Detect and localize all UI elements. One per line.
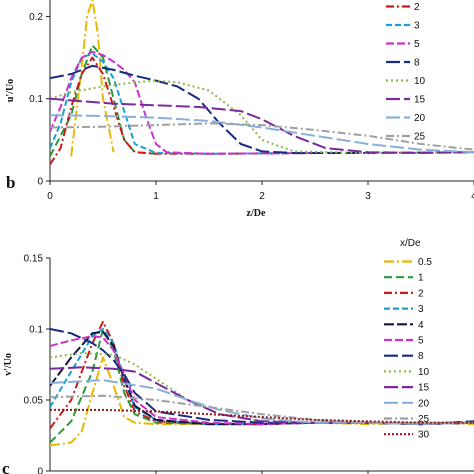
legend-label: 4 — [418, 320, 424, 331]
legend-label: 3 — [414, 21, 420, 32]
series-line-25 — [50, 122, 474, 151]
y-tick-label: 0.1 — [29, 325, 43, 336]
x-tick-label: 1 — [153, 191, 159, 202]
legend-label: 10 — [418, 367, 430, 378]
chart-panel-c: 0 0.05 0.1 0.15 v'/Uo c x/De 0.5 1 2 3 4 5 8 10 15 20 25 3… — [2, 238, 474, 474]
series-line-2 — [50, 320, 474, 429]
panel-label: b — [6, 173, 15, 192]
y-tick-label: 0.2 — [29, 12, 43, 23]
series-line-15 — [50, 366, 474, 426]
series-line-3 — [50, 52, 316, 155]
series-line-15 — [50, 97, 474, 154]
legend-label: 15 — [414, 95, 426, 106]
legend-label: 1 — [418, 273, 424, 284]
series-line-5 — [50, 50, 316, 155]
legend-label: 5 — [414, 39, 420, 50]
legend-label: 2 — [414, 2, 420, 13]
legend-label: 25 — [418, 414, 430, 425]
x-axis-label: z/De — [247, 208, 266, 219]
series-line-8 — [50, 64, 474, 154]
legend-label: 20 — [418, 398, 430, 409]
y-axis-label: u'/Uo — [5, 79, 16, 102]
x-tick-label: 2 — [259, 191, 265, 202]
legend-label: 0.5 — [418, 257, 432, 268]
legend-title: x/De — [400, 238, 421, 249]
y-axis-label: v'/Uo — [3, 353, 14, 376]
y-tick-label: 0 — [37, 177, 43, 188]
series-line-3 — [50, 328, 474, 426]
legend-label: 20 — [414, 113, 426, 124]
legend-label: 15 — [418, 383, 430, 394]
legend-label: 5 — [418, 336, 424, 347]
series-line-20 — [50, 114, 474, 154]
chart-panel-b: 0 0.1 0.2 0 1 2 3 4 z/De u'/Uo b 2 3 5 8 10 15 20 25 — [5, 0, 474, 219]
legend-label: 30 — [418, 430, 430, 441]
legend-label: 25 — [414, 132, 426, 143]
x-tick-label: 4 — [471, 191, 474, 202]
y-tick-label: 0.15 — [24, 254, 44, 265]
y-tick-label: 0.05 — [24, 396, 44, 407]
series-line-30 — [50, 408, 474, 424]
series-line-5 — [50, 335, 474, 426]
legend-label: 2 — [418, 288, 424, 299]
legend-label: 10 — [414, 76, 426, 87]
series-line-unlabeled — [70, 0, 115, 157]
series-line-2 — [50, 56, 316, 166]
x-tick-label: 3 — [365, 191, 371, 202]
legend-label: 8 — [418, 351, 424, 362]
y-tick-label: 0.1 — [29, 94, 43, 105]
legend-label: 8 — [414, 58, 420, 69]
series-line-20 — [50, 379, 474, 426]
panel-label: c — [2, 459, 10, 474]
legend-label: 3 — [418, 304, 424, 315]
series-line-10 — [50, 79, 474, 154]
series-line-4 — [50, 330, 474, 426]
y-tick-label: 0 — [37, 467, 43, 474]
x-tick-label: 0 — [47, 191, 53, 202]
